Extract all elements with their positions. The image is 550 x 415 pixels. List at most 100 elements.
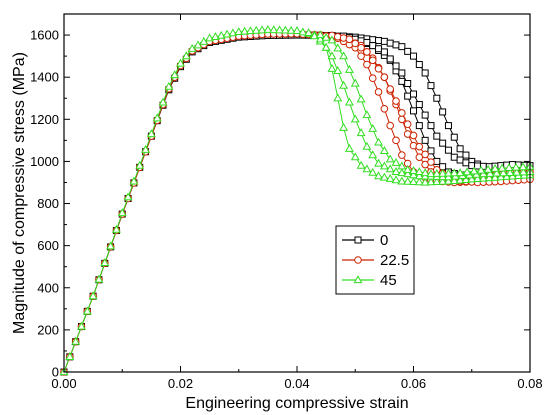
legend-label-45: 45 [380,272,397,289]
series-45-point [111,224,121,233]
series-45-point [141,145,151,153]
series-45-point [321,42,331,51]
series-45-point [511,162,521,171]
series-45-point [492,168,502,177]
series-0-point [375,37,383,45]
series-45-point [257,25,267,34]
series-0-point [439,163,447,171]
series-45-point [123,192,133,201]
series-22.5-point [421,150,429,159]
series-22.5-point [363,60,371,69]
series-45-point [65,352,75,360]
series-45-line-1 [63,29,531,373]
series-0-point [369,36,377,44]
series-45-point [82,306,92,315]
series-45-point [455,168,465,177]
series-45-point [333,43,343,52]
series-0-point [427,147,435,155]
series-45-point [391,157,401,166]
series-45-point [498,168,508,177]
series-22.5-point [351,39,360,48]
series-45-point [490,163,500,172]
series-0-point [386,55,394,63]
series-0-point [450,133,458,141]
series-45-point [106,241,116,250]
series-45-point [356,128,366,137]
y-tick-label: 1000 [30,154,59,169]
series-45-point [222,29,232,38]
series-0-point [386,39,394,47]
series-45-point [455,175,465,184]
series-45-point [152,113,162,122]
series-45-point [484,173,494,182]
series-45-point [176,58,185,67]
series-45-point [146,129,156,138]
y-tick-label: 0 [52,365,59,380]
series-0-point [421,111,429,119]
series-22.5-point [398,109,406,117]
series-0-point [462,151,470,159]
series-45-point [426,177,436,186]
series-0-point [404,47,412,55]
series-22.5-point [368,56,377,65]
series-45-point [374,137,384,146]
x-axis-title: Engineering compressive strain [185,395,408,412]
y-tick-label: 1600 [30,28,59,43]
series-45-point [397,161,407,170]
series-45-point [432,177,442,186]
series-0-point [439,108,447,116]
y-tick-label: 1200 [30,112,59,127]
series-45-point [374,158,384,167]
series-layer [59,24,535,376]
series-0-point [427,82,435,90]
series-0-point [398,77,406,85]
series-45-point [240,26,250,35]
series-45-point [333,93,343,102]
series-45-point [251,25,261,34]
series-45-point [350,78,360,87]
series-0-point [433,132,441,140]
series-45-point [100,258,110,267]
series-45-point [339,80,349,89]
series-0-point [410,107,417,115]
series-45-point [443,168,453,177]
series-0-point [363,38,371,46]
series-45-point [478,173,488,182]
series-22.5-point [409,131,418,140]
series-45-point [234,27,244,35]
series-45-point [397,176,407,185]
series-45-point [391,175,401,184]
series-45-point [469,166,479,175]
series-45-point [449,168,459,177]
series-45-point [461,175,471,183]
series-45-point [315,30,325,39]
series-22.5-point [357,43,365,52]
legend-label-0: 0 [380,232,388,249]
series-0-point [421,69,429,77]
series-0-point [404,92,412,100]
series-22.5-point [345,35,354,44]
series-45-point [485,168,495,177]
legend-marker-0 [354,236,362,244]
series-45-point [496,172,506,181]
series-22.5-point [380,73,389,81]
y-tick-label: 800 [37,196,59,211]
series-45-point [414,177,424,186]
series-45-point [518,162,528,171]
series-45-point [135,160,145,169]
series-45-point [432,169,442,177]
series-45-point [443,176,453,185]
legend-marker-45 [353,275,363,284]
series-45-point [356,160,366,169]
series-45-point [356,94,366,103]
series-0-point [415,122,423,130]
series-45-point [350,152,360,161]
series-45-point [483,164,493,173]
x-tick-label: 0.02 [168,376,193,391]
series-22.5-point [357,52,365,60]
series-45-point [368,123,378,132]
series-45-point [228,28,238,37]
series-45-point [245,26,255,35]
series-45-point [275,25,284,34]
